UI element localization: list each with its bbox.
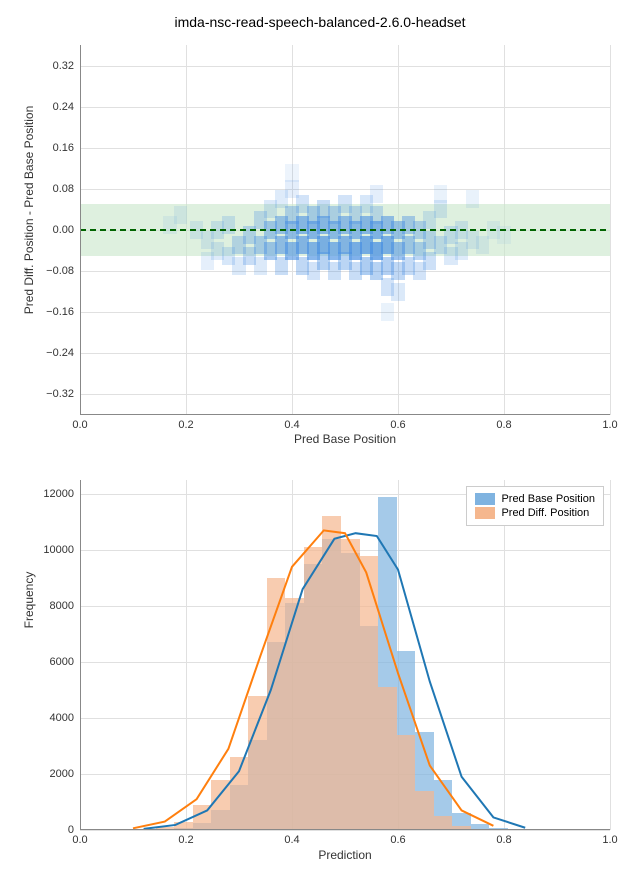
- xtick-label: 1.0: [602, 419, 617, 431]
- figure: imda-nsc-read-speech-balanced-2.6.0-head…: [0, 0, 640, 880]
- legend-item: Pred Diff. Position: [475, 507, 595, 519]
- legend: Pred Base Position Pred Diff. Position: [466, 486, 604, 526]
- spine-bottom: [80, 414, 610, 415]
- ytick-label: 6000: [50, 656, 74, 668]
- ytick-label: −0.08: [46, 265, 74, 277]
- grid-v: [610, 45, 611, 415]
- figure-title: imda-nsc-read-speech-balanced-2.6.0-head…: [0, 14, 640, 30]
- legend-item: Pred Base Position: [475, 493, 595, 505]
- top-plot: [80, 45, 610, 415]
- ytick-label: 8000: [50, 600, 74, 612]
- legend-label: Pred Diff. Position: [501, 507, 589, 519]
- legend-swatch: [475, 493, 495, 505]
- xtick-label: 0.0: [72, 419, 87, 431]
- grid-h: [80, 830, 610, 831]
- ytick-label: 0.08: [53, 183, 74, 195]
- ytick-label: 0.16: [53, 142, 74, 154]
- ytick-label: 4000: [50, 712, 74, 724]
- ytick-label: 2000: [50, 768, 74, 780]
- top-ylabel: Pred Diff. Position - Pred Base Position: [22, 60, 36, 360]
- xtick-label: 1.0: [602, 834, 617, 846]
- ytick-label: 0.00: [53, 224, 74, 236]
- kde-curves: [80, 480, 610, 830]
- xtick-label: 0.4: [284, 834, 299, 846]
- xtick-label: 0.8: [496, 834, 511, 846]
- bottom-ylabel: Frequency: [22, 500, 36, 700]
- xtick-label: 0.2: [178, 834, 193, 846]
- spine-left: [80, 480, 81, 830]
- ytick-label: −0.32: [46, 388, 74, 400]
- spine-left: [80, 45, 81, 415]
- zero-line: [80, 45, 610, 415]
- xtick-label: 0.2: [178, 419, 193, 431]
- bottom-plot: Pred Base Position Pred Diff. Position: [80, 480, 610, 830]
- xtick-label: 0.8: [496, 419, 511, 431]
- legend-label: Pred Base Position: [501, 493, 595, 505]
- xtick-label: 0.0: [72, 834, 87, 846]
- bottom-xlabel: Prediction: [80, 848, 610, 862]
- legend-swatch: [475, 507, 495, 519]
- grid-v: [610, 480, 611, 830]
- ytick-label: 10000: [43, 544, 74, 556]
- xtick-label: 0.6: [390, 834, 405, 846]
- ytick-label: −0.16: [46, 306, 74, 318]
- xtick-label: 0.6: [390, 419, 405, 431]
- ytick-label: 12000: [43, 488, 74, 500]
- spine-bottom: [80, 829, 610, 830]
- ytick-label: 0: [68, 824, 74, 836]
- top-xlabel: Pred Base Position: [80, 432, 610, 446]
- ytick-label: 0.24: [53, 101, 74, 113]
- xtick-label: 0.4: [284, 419, 299, 431]
- ytick-label: −0.24: [46, 347, 74, 359]
- ytick-label: 0.32: [53, 60, 74, 72]
